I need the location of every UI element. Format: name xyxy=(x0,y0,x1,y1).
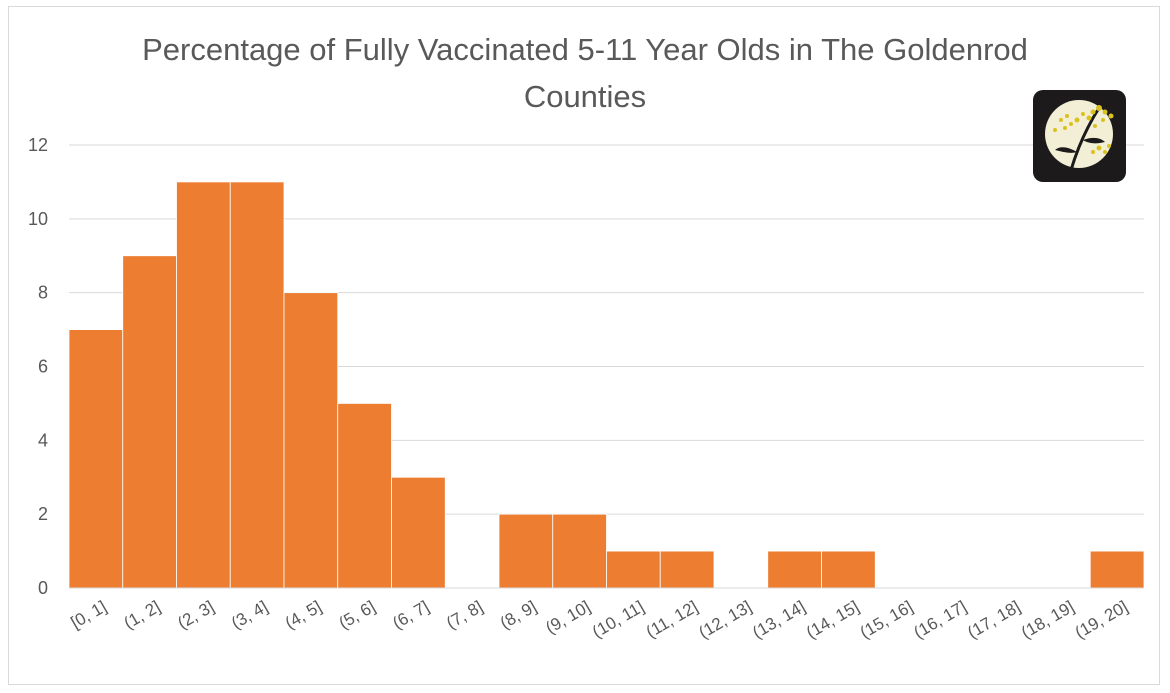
x-tick-label: (5, 6] xyxy=(336,597,379,633)
x-tick-label: (12, 13] xyxy=(695,597,754,642)
bar xyxy=(68,329,124,589)
bar xyxy=(176,181,231,589)
x-tick-label: (19, 20] xyxy=(1072,597,1131,642)
x-tick-label: (14, 15] xyxy=(803,597,862,642)
x-tick-label: (15, 16] xyxy=(857,597,916,642)
y-tick-label: 4 xyxy=(38,430,48,450)
x-tick-label: (9, 10] xyxy=(542,597,593,638)
goldenrod-flower-logo-icon xyxy=(1033,90,1126,182)
bar xyxy=(821,550,876,589)
bar xyxy=(1089,550,1145,589)
x-tick-label: (2, 3] xyxy=(174,597,217,633)
x-tick-label: (16, 17] xyxy=(910,597,969,642)
bar xyxy=(552,513,607,589)
y-tick-label: 2 xyxy=(38,504,48,524)
y-tick-label: 6 xyxy=(38,357,48,377)
bar xyxy=(283,292,339,589)
x-tick-label: [0, 1] xyxy=(68,597,110,632)
bar xyxy=(122,255,177,589)
x-tick-label: (3, 4] xyxy=(228,597,271,633)
y-tick-label: 12 xyxy=(28,135,48,155)
chart-title-line-1: Percentage of Fully Vaccinated 5-11 Year… xyxy=(142,32,1028,67)
x-tick-label: (18, 19] xyxy=(1018,597,1077,642)
bar xyxy=(229,181,285,589)
chart-title-line-2: Counties xyxy=(524,79,646,114)
x-tick-label: (6, 7] xyxy=(389,597,432,633)
bar xyxy=(391,476,446,589)
y-tick-label: 8 xyxy=(38,283,48,303)
y-axis-ticks: 0 2 4 6 8 10 12 xyxy=(28,135,48,598)
bar xyxy=(498,513,554,589)
bar xyxy=(606,550,661,589)
x-tick-label: (17, 18] xyxy=(964,597,1023,642)
bars xyxy=(68,181,1145,589)
bar xyxy=(659,550,715,589)
x-tick-label: (1, 2] xyxy=(121,597,164,633)
x-tick-label: (4, 5] xyxy=(282,597,325,633)
x-axis-ticks: [0, 1] (1, 2] (2, 3] (3, 4] (4, 5] (5, 6] (6, … xyxy=(68,597,1131,642)
bar xyxy=(767,550,822,589)
x-tick-label: (11, 12] xyxy=(643,597,701,642)
y-tick-label: 10 xyxy=(28,209,48,229)
bar xyxy=(337,403,392,589)
x-tick-label: (8, 9] xyxy=(497,597,540,633)
x-tick-label: (7, 8] xyxy=(443,597,486,633)
x-tick-label: (10, 11] xyxy=(589,597,647,642)
x-tick-label: (13, 14] xyxy=(749,597,808,642)
y-tick-label: 0 xyxy=(38,578,48,598)
